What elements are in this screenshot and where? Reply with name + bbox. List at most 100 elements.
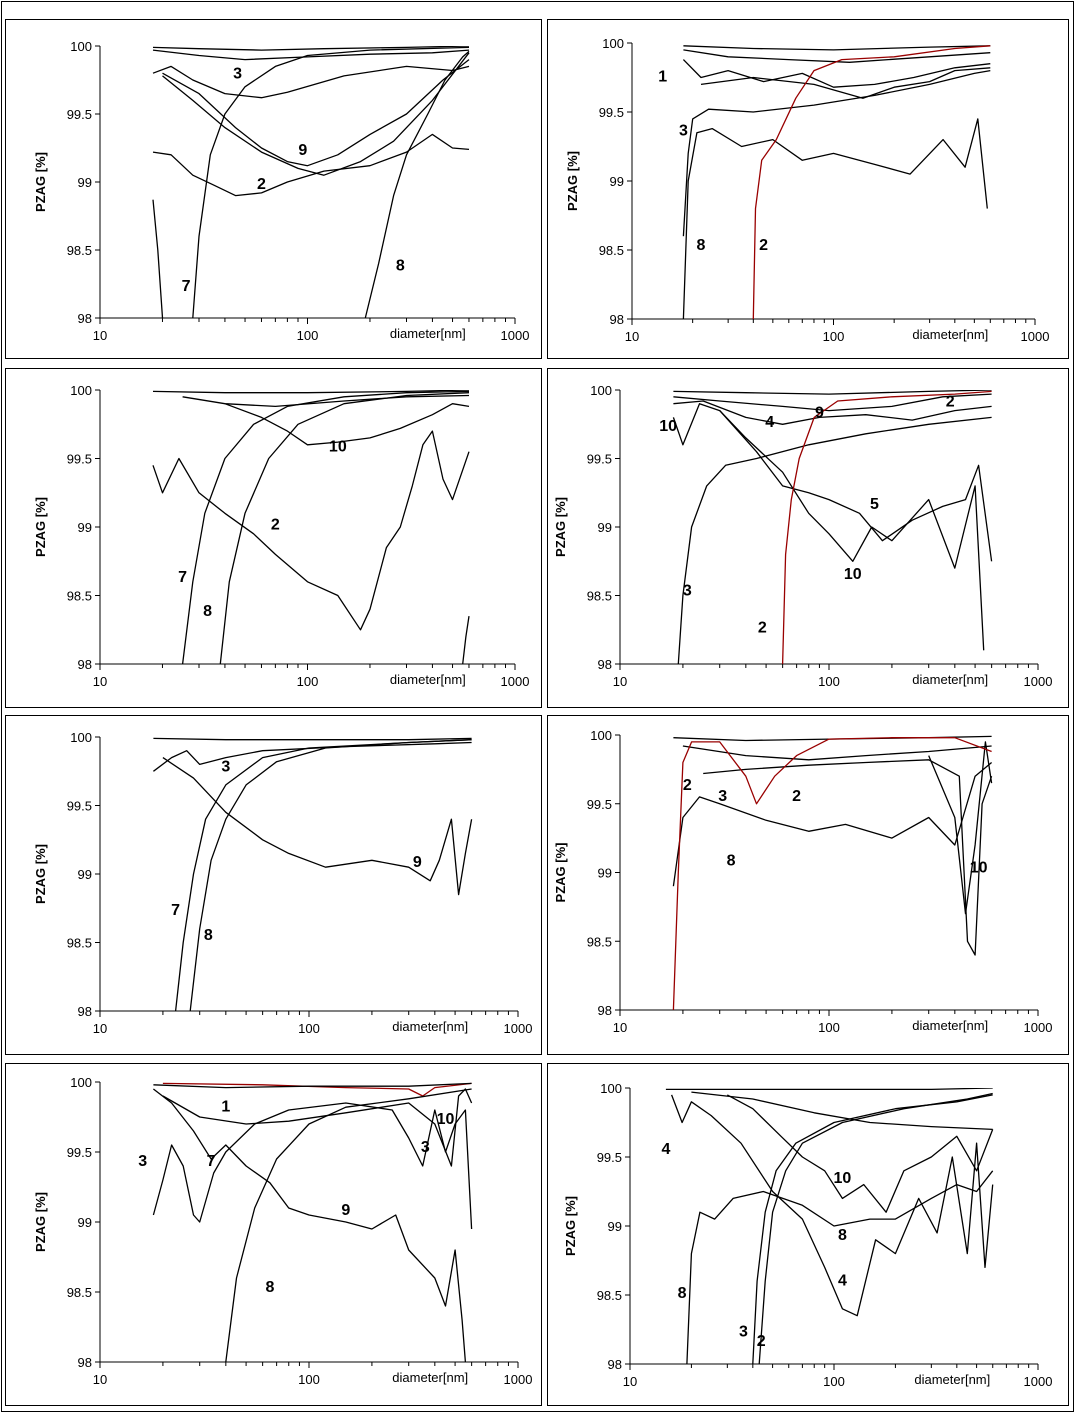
x-axis-title: diameter[nm] (914, 1372, 990, 1387)
series-line-2 (672, 737, 992, 1010)
series-line-unlabeled-1 (665, 1088, 993, 1091)
curve-label: 4 (661, 1141, 670, 1158)
curve-label: 7 (178, 569, 187, 586)
curve-label: 4 (838, 1272, 847, 1289)
curve-label: 2 (946, 393, 955, 410)
y-tick-label: 98 (78, 657, 92, 672)
x-tick-label: 10 (93, 674, 107, 689)
y-tick-label: 99.5 (597, 1150, 622, 1165)
x-axis-title: diameter[nm] (390, 326, 466, 341)
series-group (672, 390, 993, 664)
series-line-3 (162, 59, 470, 167)
series-line-10 (928, 741, 993, 915)
x-tick-label: 100 (298, 1021, 320, 1036)
series-line-unlabeled-1 (152, 390, 470, 394)
y-tick-label: 100 (602, 36, 624, 51)
y-tick-label: 99 (78, 1215, 92, 1230)
series-line-9 (162, 757, 473, 896)
curve-label: 2 (792, 788, 801, 805)
y-tick-label: 99.5 (67, 452, 92, 467)
x-tick-label: 1000 (504, 1021, 533, 1036)
series-line-9 (673, 393, 992, 412)
series-line-unlabeled-9 (152, 199, 164, 318)
y-tick-label: 98 (610, 312, 624, 327)
curve-label: 8 (265, 1279, 274, 1296)
curve-label: 3 (221, 758, 230, 775)
series-line-5 (719, 410, 993, 562)
y-tick-label: 99 (78, 520, 92, 535)
curve-label: 1 (658, 69, 667, 86)
y-tick-label: 98.5 (67, 243, 92, 258)
curve-label: 8 (838, 1227, 847, 1244)
y-tick-label: 100 (70, 383, 92, 398)
curve-label: 7 (182, 278, 191, 295)
curve-label: 3 (683, 583, 692, 600)
series-line-unlabeled-2 (682, 745, 992, 761)
x-axis-title: diameter[nm] (392, 1019, 468, 1034)
series-line-2 (152, 430, 470, 631)
curve-label: 4 (765, 414, 774, 431)
series-line-7 (153, 1088, 467, 1362)
x-tick-label: 10 (613, 1020, 627, 1035)
y-tick-label: 99.5 (599, 105, 624, 120)
x-tick-label: 100 (297, 674, 319, 689)
series-line-7 (192, 46, 470, 318)
curve-label: 8 (697, 237, 706, 254)
y-axis-title: PZAG [%] (33, 1192, 48, 1252)
panel-border (547, 19, 1069, 359)
curve-label: 10 (659, 418, 677, 435)
y-tick-label: 99.5 (587, 452, 612, 467)
y-tick-label: 98 (78, 311, 92, 326)
x-tick-label: 1000 (1024, 674, 1053, 689)
series-line-3 (677, 416, 992, 664)
series-line-unlabeled-2 (691, 1091, 993, 1131)
series-line-unlabeled-1 (673, 390, 992, 395)
series-line-7 (174, 739, 472, 1011)
y-tick-label: 98 (78, 1355, 92, 1370)
x-tick-label: 10 (623, 1374, 637, 1389)
x-axis-title: diameter[nm] (392, 1370, 468, 1385)
panel-border (547, 368, 1069, 708)
series-group (682, 45, 991, 319)
y-tick-label: 99.5 (67, 107, 92, 122)
y-axis-title: PZAG [%] (33, 497, 48, 557)
panel-border (5, 368, 542, 708)
panel-border (5, 1063, 542, 1406)
x-axis-title: diameter[nm] (390, 672, 466, 687)
series-group (152, 46, 470, 318)
curve-label: 2 (271, 517, 280, 534)
series-line-8 (219, 392, 470, 664)
series-line-8 (703, 759, 993, 956)
y-tick-label: 99 (598, 866, 612, 881)
x-tick-label: 100 (818, 674, 840, 689)
series-line-1 (683, 45, 991, 51)
series-line-unlabeled-7 (462, 616, 470, 664)
y-tick-label: 99.5 (67, 1145, 92, 1160)
series-line-10 (224, 403, 470, 446)
series-line-unlabeled-3 (682, 59, 991, 88)
curve-label: 8 (396, 257, 405, 274)
y-axis-title: PZAG [%] (553, 843, 568, 903)
y-axis-title: PZAG [%] (33, 844, 48, 904)
x-tick-label: 10 (93, 1372, 107, 1387)
x-axis-title: diameter[nm] (912, 672, 988, 687)
series-line-8 (189, 739, 472, 1011)
series-line-unlabeled-2 (182, 394, 470, 408)
curve-label: 3 (739, 1323, 748, 1340)
panel-border (547, 715, 1069, 1055)
curve-label: 8 (204, 927, 213, 944)
series-line-10 (726, 1094, 994, 1213)
series-line-8 (682, 118, 988, 319)
series-line-10 (162, 1088, 473, 1167)
x-tick-label: 1000 (501, 328, 530, 343)
series-line-3 (153, 741, 472, 772)
series-line-unlabeled-2 (683, 49, 991, 63)
y-tick-label: 98 (78, 1004, 92, 1019)
